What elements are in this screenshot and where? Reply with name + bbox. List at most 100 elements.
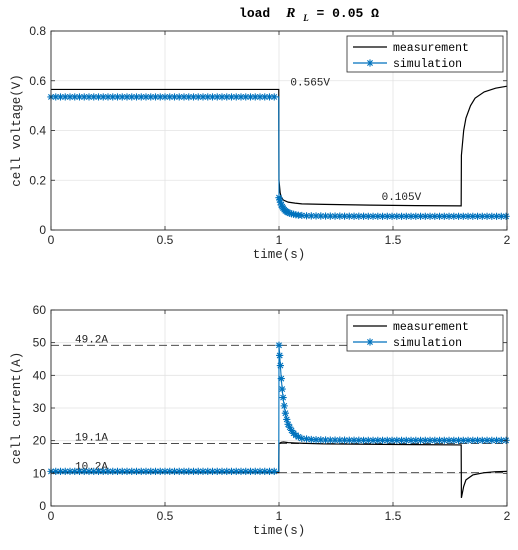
data-point bbox=[109, 93, 117, 101]
data-label: 0.105V bbox=[382, 192, 422, 204]
data-point bbox=[75, 93, 84, 101]
data-point bbox=[450, 212, 458, 220]
data-point bbox=[345, 212, 353, 220]
y-axis-label: cell current(A) bbox=[10, 352, 24, 465]
data-point bbox=[469, 436, 477, 444]
x-axis-label: time(s) bbox=[253, 248, 306, 262]
data-point bbox=[355, 436, 363, 444]
data-point bbox=[256, 467, 264, 475]
legend-label: simulation bbox=[393, 337, 462, 350]
data-point bbox=[497, 212, 505, 220]
data-point bbox=[440, 436, 448, 444]
legend: measurement simulation bbox=[346, 314, 504, 352]
data-point bbox=[464, 212, 472, 220]
y-tick-label: 10 bbox=[33, 466, 47, 480]
data-point bbox=[312, 436, 320, 444]
data-point bbox=[281, 409, 289, 417]
data-point bbox=[227, 93, 236, 101]
voltage-chart: 0.565V 0.105V 0 0.5 1 1.5 2 0 0.2 0.4 0.6 0.8 time(s… bbox=[10, 24, 511, 262]
x-tick-label: 1.5 bbox=[385, 509, 402, 523]
data-point bbox=[459, 212, 467, 220]
data-point bbox=[445, 436, 453, 444]
data-point bbox=[275, 341, 283, 349]
data-point bbox=[497, 436, 505, 444]
data-point bbox=[170, 93, 179, 101]
data-point bbox=[261, 93, 269, 101]
y-tick-label: 40 bbox=[33, 368, 47, 382]
data-point bbox=[426, 212, 434, 220]
data-point bbox=[71, 467, 79, 475]
data-point bbox=[478, 212, 486, 220]
series-line-measurement bbox=[51, 85, 508, 207]
data-point bbox=[416, 212, 425, 220]
data-point bbox=[302, 435, 311, 443]
data-point bbox=[450, 436, 458, 444]
data-point bbox=[118, 467, 126, 475]
data-point bbox=[298, 434, 306, 442]
data-point bbox=[175, 93, 183, 101]
x-tick-label: 1.5 bbox=[385, 233, 402, 247]
data-point bbox=[71, 93, 79, 101]
data-point bbox=[378, 436, 387, 444]
data-point bbox=[340, 212, 349, 220]
data-point bbox=[393, 436, 401, 444]
data-point bbox=[355, 212, 363, 220]
data-point bbox=[170, 467, 179, 475]
data-point bbox=[317, 436, 325, 444]
data-point bbox=[431, 212, 439, 220]
data-point bbox=[276, 351, 284, 360]
y-tick-label: 30 bbox=[33, 401, 47, 415]
data-point bbox=[189, 467, 198, 475]
data-point bbox=[336, 212, 344, 220]
data-point bbox=[123, 467, 131, 475]
legend-marker bbox=[366, 338, 374, 346]
data-point bbox=[283, 415, 291, 424]
data-point bbox=[435, 436, 444, 444]
data-point bbox=[421, 212, 429, 220]
data-point bbox=[345, 436, 353, 444]
data-point bbox=[94, 93, 103, 101]
data-point bbox=[317, 212, 325, 220]
chart-title-subscript: L bbox=[302, 13, 309, 23]
x-tick-label: 0.5 bbox=[157, 509, 174, 523]
data-point bbox=[147, 93, 155, 101]
data-point bbox=[161, 93, 169, 101]
data-point bbox=[151, 93, 160, 101]
data-point bbox=[204, 467, 212, 475]
data-point bbox=[284, 208, 292, 217]
data-point bbox=[276, 361, 284, 370]
data-point bbox=[397, 212, 406, 220]
data-point bbox=[237, 93, 245, 101]
data-point bbox=[261, 467, 269, 475]
data-point bbox=[85, 467, 93, 475]
data-point bbox=[331, 436, 339, 444]
data-point bbox=[397, 436, 406, 444]
data-point bbox=[256, 93, 264, 101]
data-point bbox=[109, 467, 117, 475]
data-point bbox=[199, 467, 207, 475]
data-point bbox=[132, 467, 141, 475]
data-point bbox=[279, 393, 287, 402]
data-point bbox=[227, 467, 236, 475]
data-point bbox=[426, 436, 434, 444]
data-point bbox=[276, 196, 284, 204]
y-tick-label: 0.4 bbox=[29, 124, 46, 138]
data-point bbox=[80, 93, 88, 101]
x-tick-label: 2 bbox=[504, 509, 511, 523]
data-point bbox=[113, 93, 122, 101]
data-point bbox=[431, 436, 439, 444]
chart-title-suffix: = 0.05 Ω bbox=[317, 6, 380, 21]
data-point bbox=[85, 93, 93, 101]
legend-label: measurement bbox=[393, 321, 469, 334]
data-point bbox=[445, 212, 453, 220]
data-point bbox=[340, 436, 349, 444]
data-point bbox=[132, 93, 141, 101]
data-point bbox=[246, 93, 255, 101]
data-point bbox=[298, 211, 306, 220]
data-point bbox=[104, 467, 112, 475]
legend-label: simulation bbox=[393, 58, 462, 71]
data-point bbox=[374, 212, 382, 220]
data-point bbox=[232, 467, 240, 475]
data-point bbox=[412, 212, 420, 220]
